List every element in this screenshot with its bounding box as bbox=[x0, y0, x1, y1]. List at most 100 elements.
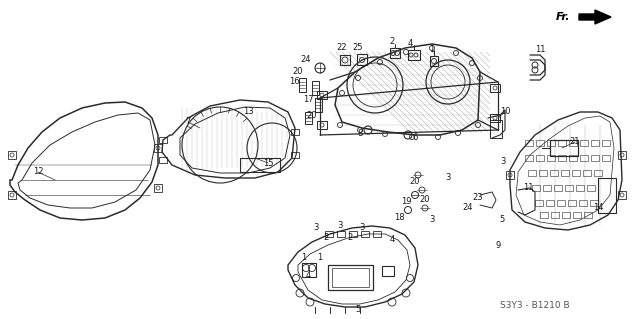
Bar bbox=[317, 91, 327, 99]
Bar bbox=[506, 171, 514, 179]
Text: 9: 9 bbox=[495, 241, 500, 249]
Bar bbox=[583, 170, 591, 176]
Bar bbox=[525, 140, 533, 146]
Bar bbox=[590, 200, 598, 206]
Bar bbox=[154, 144, 162, 152]
Bar bbox=[299, 78, 306, 92]
Text: 3: 3 bbox=[429, 216, 435, 225]
Bar bbox=[602, 140, 610, 146]
Bar bbox=[558, 155, 566, 161]
Bar bbox=[561, 170, 569, 176]
Text: 8: 8 bbox=[357, 129, 363, 137]
Bar bbox=[536, 155, 544, 161]
Text: 19: 19 bbox=[401, 197, 412, 206]
Text: 3: 3 bbox=[359, 224, 365, 233]
Bar bbox=[550, 170, 558, 176]
Text: 10: 10 bbox=[500, 108, 510, 116]
Bar bbox=[317, 121, 327, 129]
Bar bbox=[373, 231, 381, 237]
Bar bbox=[312, 81, 319, 95]
Text: 3: 3 bbox=[337, 221, 342, 231]
Bar bbox=[302, 263, 316, 277]
Text: 5: 5 bbox=[499, 216, 504, 225]
Bar bbox=[591, 155, 599, 161]
Bar bbox=[569, 155, 577, 161]
Bar bbox=[547, 140, 555, 146]
Bar bbox=[568, 200, 576, 206]
Text: 16: 16 bbox=[289, 78, 300, 86]
Text: 14: 14 bbox=[593, 204, 604, 212]
Bar bbox=[584, 212, 592, 218]
Bar bbox=[536, 140, 544, 146]
Text: 13: 13 bbox=[243, 108, 253, 116]
Bar bbox=[546, 200, 554, 206]
Text: 20: 20 bbox=[292, 68, 303, 77]
Bar bbox=[550, 140, 578, 156]
Bar bbox=[573, 212, 581, 218]
Bar bbox=[349, 231, 357, 237]
Bar bbox=[602, 155, 610, 161]
Text: S3Y3 - B1210 B: S3Y3 - B1210 B bbox=[500, 301, 570, 310]
Text: 18: 18 bbox=[394, 213, 404, 222]
Text: 20: 20 bbox=[420, 196, 430, 204]
Bar bbox=[558, 140, 566, 146]
Text: 1: 1 bbox=[301, 254, 307, 263]
Text: 11: 11 bbox=[535, 46, 545, 55]
Bar bbox=[576, 185, 584, 191]
Bar bbox=[490, 84, 500, 92]
Text: 24: 24 bbox=[301, 56, 311, 64]
Bar bbox=[154, 184, 162, 192]
Text: 4: 4 bbox=[305, 271, 310, 280]
Text: 15: 15 bbox=[263, 159, 273, 167]
Text: Fr.: Fr. bbox=[556, 12, 570, 22]
Text: 12: 12 bbox=[33, 167, 44, 176]
Bar bbox=[579, 200, 587, 206]
Bar bbox=[598, 178, 616, 213]
Text: 20: 20 bbox=[410, 177, 420, 187]
Bar bbox=[325, 231, 333, 237]
Bar bbox=[357, 54, 367, 65]
Bar bbox=[594, 170, 602, 176]
Bar bbox=[8, 151, 16, 159]
Bar bbox=[291, 152, 299, 158]
Bar bbox=[618, 151, 626, 159]
Text: 23: 23 bbox=[473, 194, 483, 203]
Bar bbox=[572, 170, 580, 176]
Bar bbox=[328, 265, 373, 290]
Bar bbox=[557, 200, 565, 206]
Bar bbox=[543, 185, 551, 191]
Bar bbox=[587, 185, 595, 191]
Text: 11: 11 bbox=[523, 183, 533, 192]
Text: 3: 3 bbox=[314, 224, 319, 233]
Bar bbox=[591, 140, 599, 146]
Bar bbox=[554, 185, 562, 191]
Text: 5: 5 bbox=[355, 306, 360, 315]
Bar bbox=[569, 140, 577, 146]
Text: 3: 3 bbox=[445, 174, 451, 182]
Bar bbox=[528, 170, 536, 176]
Bar bbox=[532, 185, 540, 191]
Bar bbox=[580, 155, 588, 161]
Bar bbox=[618, 191, 626, 199]
Bar bbox=[551, 212, 559, 218]
Bar bbox=[539, 170, 547, 176]
Bar bbox=[332, 268, 369, 287]
Text: 3: 3 bbox=[500, 158, 506, 167]
Text: 7: 7 bbox=[186, 117, 191, 127]
Text: 6: 6 bbox=[412, 133, 418, 143]
Bar bbox=[565, 185, 573, 191]
Bar bbox=[547, 155, 555, 161]
Bar bbox=[525, 155, 533, 161]
Bar bbox=[540, 212, 548, 218]
Bar bbox=[562, 212, 570, 218]
Bar bbox=[580, 140, 588, 146]
Text: 20: 20 bbox=[307, 110, 317, 120]
Text: 1: 1 bbox=[429, 46, 435, 55]
Bar bbox=[8, 191, 16, 199]
Text: 4: 4 bbox=[408, 40, 413, 48]
Bar bbox=[535, 200, 543, 206]
Polygon shape bbox=[579, 10, 611, 24]
Text: 2: 2 bbox=[323, 233, 328, 241]
Bar bbox=[382, 266, 394, 276]
Text: 22: 22 bbox=[337, 43, 348, 53]
